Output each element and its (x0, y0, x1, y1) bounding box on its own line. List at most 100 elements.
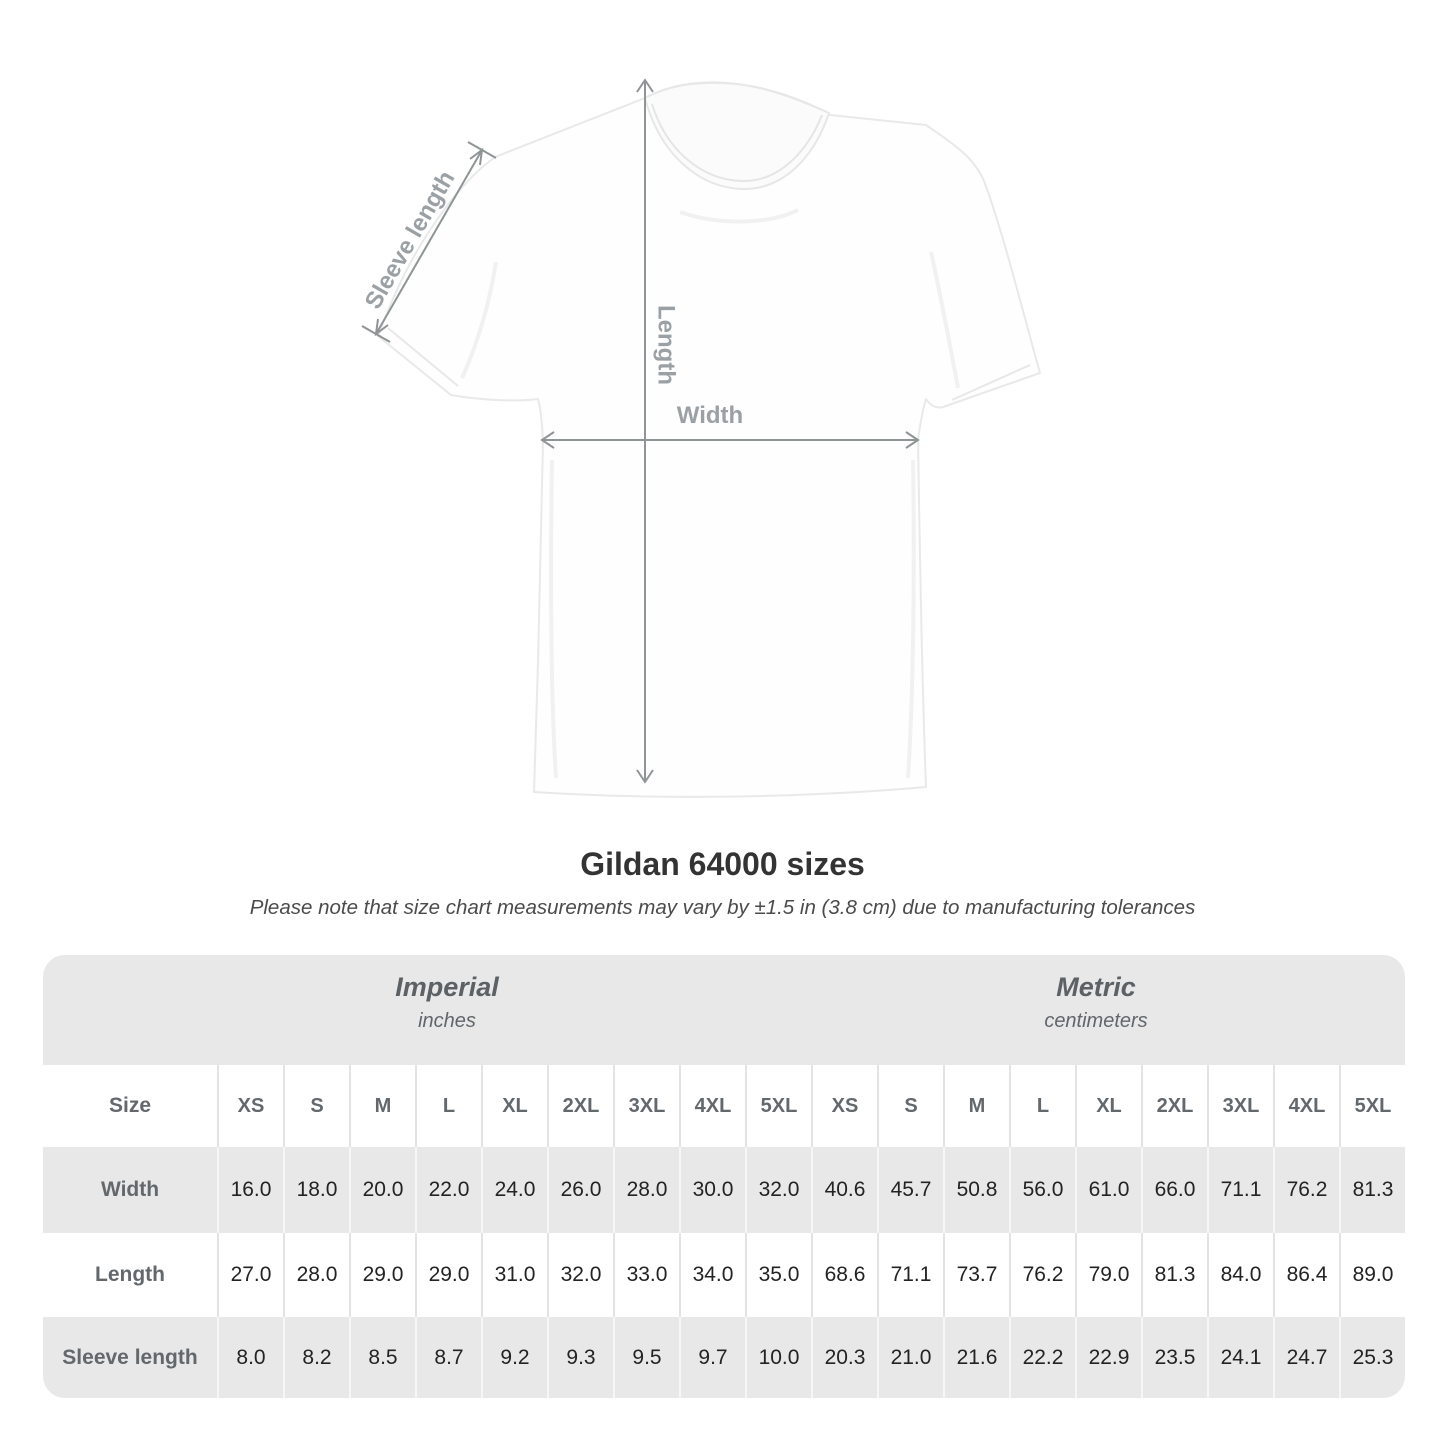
measurement-value: 32.0 (547, 1233, 613, 1317)
width-arrow (540, 431, 920, 449)
collar-ribbing (651, 103, 823, 183)
measurement-value: 34.0 (679, 1233, 745, 1317)
tshirt-image: Sleeve length Length Width (360, 78, 1041, 798)
size-chart-table: Imperial inches Metric centimeters Size X… (43, 955, 1405, 1398)
measurement-value: 26.0 (547, 1147, 613, 1233)
measurement-value: 9.5 (613, 1317, 679, 1398)
sleeve-length-arrow (361, 141, 497, 343)
measurement-value: 24.1 (1207, 1317, 1273, 1398)
measurement-value: 68.6 (811, 1233, 877, 1317)
measurement-value: 32.0 (745, 1147, 811, 1233)
size-row-header: Size (108, 1094, 152, 1117)
imperial-unit: inches (418, 1010, 476, 1032)
measurement-value: 8.0 (217, 1317, 283, 1398)
measurement-value: 10.0 (745, 1317, 811, 1398)
measurement-value: 23.5 (1141, 1317, 1207, 1398)
measurement-value: 50.8 (943, 1147, 1009, 1233)
row-label: Width (100, 1178, 160, 1201)
measurement-value: 28.0 (613, 1147, 679, 1233)
measurement-value: 45.7 (877, 1147, 943, 1233)
measurement-value: 76.2 (1273, 1147, 1339, 1233)
tshirt-shading (460, 208, 960, 779)
measurement-value: 33.0 (613, 1233, 679, 1317)
measurement-value: 35.0 (745, 1233, 811, 1317)
size-column-header: XS (217, 1065, 283, 1147)
size-column-header: 3XL (613, 1065, 679, 1147)
size-column-header: XL (481, 1065, 547, 1147)
size-column-header: 4XL (679, 1065, 745, 1147)
sleeve-stitch-lines (387, 327, 1031, 401)
measurement-value: 20.0 (349, 1147, 415, 1233)
measurement-value: 8.2 (283, 1317, 349, 1398)
measurement-value: 28.0 (283, 1233, 349, 1317)
imperial-label: Imperial (395, 972, 499, 1002)
measurement-value: 9.3 (547, 1317, 613, 1398)
width-label: Width (677, 402, 743, 429)
measurement-value: 89.0 (1339, 1233, 1405, 1317)
size-column-header: 3XL (1207, 1065, 1273, 1147)
measurement-value: 56.0 (1009, 1147, 1075, 1233)
measurement-value: 71.1 (1207, 1147, 1273, 1233)
measurement-value: 24.7 (1273, 1317, 1339, 1398)
measurement-value: 22.9 (1075, 1317, 1141, 1398)
measurement-value: 71.1 (877, 1233, 943, 1317)
size-column-header: 5XL (1339, 1065, 1405, 1147)
measurement-value: 73.7 (943, 1233, 1009, 1317)
measurement-value: 66.0 (1141, 1147, 1207, 1233)
measurement-value: 81.3 (1141, 1233, 1207, 1317)
measurement-value: 76.2 (1009, 1233, 1075, 1317)
measurement-value: 40.6 (811, 1147, 877, 1233)
tolerance-note: Please note that size chart measurements… (249, 896, 1196, 919)
measurement-value: 25.3 (1339, 1317, 1405, 1398)
measurement-value: 8.5 (349, 1317, 415, 1398)
size-column-header: 5XL (745, 1065, 811, 1147)
length-label: Length (653, 305, 680, 385)
metric-unit: centimeters (1044, 1010, 1148, 1032)
measurement-value: 8.7 (415, 1317, 481, 1398)
measurement-value: 79.0 (1075, 1233, 1141, 1317)
measurement-value: 24.0 (481, 1147, 547, 1233)
size-column-header: 2XL (1141, 1065, 1207, 1147)
measurement-value: 21.6 (943, 1317, 1009, 1398)
size-column-header: S (283, 1065, 349, 1147)
size-column-header: XS (811, 1065, 877, 1147)
tshirt-diagram: Sleeve length Length Width (330, 60, 1090, 820)
measurement-value: 31.0 (481, 1233, 547, 1317)
table-body: Size XS S M L XL 2XL 3XL 4XL 5XL XS S M L XL 2XL 3XL 4XL 5… (43, 1065, 1405, 1398)
measurement-value: 81.3 (1339, 1147, 1405, 1233)
measurement-value: 22.0 (415, 1147, 481, 1233)
measurement-value: 16.0 (217, 1147, 283, 1233)
metric-header-group: Metric centimeters (811, 955, 1405, 1065)
measurement-value: 84.0 (1207, 1233, 1273, 1317)
metric-label: Metric (1056, 972, 1136, 1002)
measurement-value: 29.0 (415, 1233, 481, 1317)
row-label: Sleeve length (62, 1345, 198, 1369)
size-column-header: S (877, 1065, 943, 1147)
measurement-value: 21.0 (877, 1317, 943, 1398)
measurement-value: 27.0 (217, 1233, 283, 1317)
imperial-header-group: Imperial inches (43, 955, 811, 1065)
length-arrow (636, 78, 654, 784)
measurement-value: 86.4 (1273, 1233, 1339, 1317)
unit-header-band: Imperial inches Metric centimeters (43, 955, 1405, 1065)
measurement-value: 9.7 (679, 1317, 745, 1398)
size-column-header: 2XL (547, 1065, 613, 1147)
chart-title: Gildan 64000 sizes (580, 846, 865, 882)
size-column-header: XL (1075, 1065, 1141, 1147)
measurement-value: 30.0 (679, 1147, 745, 1233)
size-header-row: Size XS S M L XL 2XL 3XL 4XL 5XL XS S M L XL 2XL 3XL 4XL 5… (43, 1065, 1405, 1147)
size-column-header: M (349, 1065, 415, 1147)
measurement-value: 18.0 (283, 1147, 349, 1233)
measurement-value: 20.3 (811, 1317, 877, 1398)
row-label: Length (95, 1263, 165, 1286)
length-row: Length 27.0 28.0 29.0 29.0 31.0 32.0 33.0 34.0 35… (43, 1233, 1405, 1317)
size-column-header: L (1009, 1065, 1075, 1147)
size-column-header: L (415, 1065, 481, 1147)
measurement-value: 61.0 (1075, 1147, 1141, 1233)
width-row: Width 16.0 18.0 20.0 22.0 24.0 26.0 28.0 30.0 32.… (43, 1147, 1405, 1233)
size-column-header: M (943, 1065, 1009, 1147)
measurement-value: 9.2 (481, 1317, 547, 1398)
size-column-header: 4XL (1273, 1065, 1339, 1147)
measurement-value: 22.2 (1009, 1317, 1075, 1398)
sleeve-length-row: Sleeve length 8.0 8.2 8.5 8.7 9.2 9.3 9.5 9.7 10.… (43, 1317, 1405, 1398)
